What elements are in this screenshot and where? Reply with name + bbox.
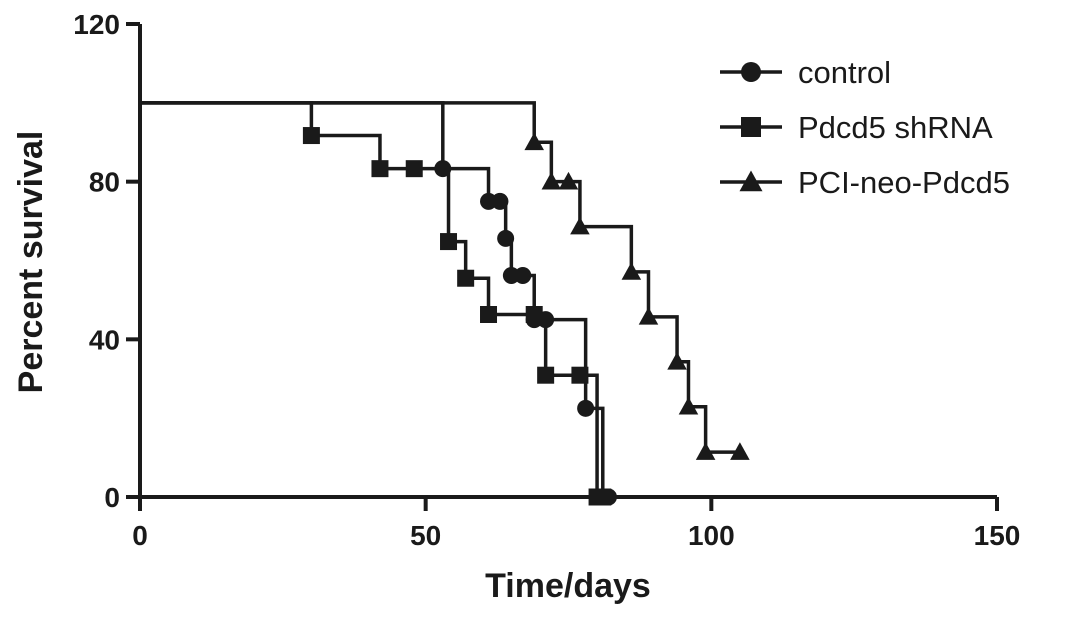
series-line-pci-neo-pdcd5 [140, 101, 740, 454]
legend-item-control: control [720, 55, 891, 90]
data-point-pdcd5-shrna [457, 269, 475, 287]
series-pci-neo-pdcd5 [140, 101, 750, 460]
legend-marker-control [741, 62, 761, 82]
legend-item-pci-neo-pdcd5: PCI-neo-Pdcd5 [720, 165, 1010, 200]
series-pdcd5-shrna [140, 101, 612, 506]
legend-label: PCI-neo-Pdcd5 [798, 165, 1010, 200]
data-point-pci-neo-pdcd5 [730, 442, 750, 460]
data-point-pdcd5-shrna [594, 488, 612, 506]
data-point-pdcd5-shrna [525, 306, 543, 324]
x-tick-label: 100 [688, 520, 735, 551]
x-tick-label: 50 [410, 520, 441, 551]
legend-marker-pci-neo-pdcd5 [739, 170, 763, 192]
y-tick-label: 80 [89, 167, 120, 198]
legend: control Pdcd5 shRNA PCI-neo-Pdcd5 [720, 55, 1010, 200]
y-tick-label: 0 [104, 482, 120, 513]
data-point-pci-neo-pdcd5 [678, 396, 699, 415]
data-point-pci-neo-pdcd5 [621, 262, 642, 280]
data-point-pdcd5-shrna [571, 366, 589, 384]
data-point-pci-neo-pdcd5 [570, 216, 590, 235]
data-point-control [514, 266, 532, 284]
x-axis-title: Time/days [485, 567, 651, 605]
data-point-control [497, 229, 515, 247]
data-point-pdcd5-shrna [405, 160, 423, 178]
data-point-pdcd5-shrna [440, 233, 458, 251]
y-tick-label: 40 [89, 324, 120, 355]
legend-item-pdcd5-shrna: Pdcd5 shRNA [720, 110, 993, 145]
data-point-pdcd5-shrna [302, 127, 320, 145]
series-layer [140, 101, 750, 506]
data-point-pci-neo-pdcd5 [638, 307, 659, 325]
data-point-pci-neo-pdcd5 [667, 352, 687, 370]
data-point-control [577, 399, 595, 417]
data-point-pci-neo-pdcd5 [558, 171, 579, 190]
data-point-pci-neo-pdcd5 [524, 132, 544, 151]
legend-label: Pdcd5 shRNA [798, 110, 993, 145]
y-tick-label: 120 [73, 9, 120, 40]
data-point-pdcd5-shrna [371, 160, 389, 178]
data-point-pci-neo-pdcd5 [695, 442, 716, 460]
x-tick-label: 150 [974, 520, 1021, 551]
data-point-pdcd5-shrna [537, 366, 555, 384]
data-point-pci-neo-pdcd5 [541, 171, 562, 190]
y-axis-title: Percent survival [12, 131, 50, 394]
axes: 0 40 80 120 0 50 100 150 [73, 9, 1020, 551]
legend-marker-pdcd5-shrna [741, 117, 761, 137]
data-point-control [491, 192, 509, 210]
x-tick-label: 0 [132, 520, 148, 551]
legend-label: control [798, 55, 891, 90]
data-point-pdcd5-shrna [480, 306, 498, 324]
